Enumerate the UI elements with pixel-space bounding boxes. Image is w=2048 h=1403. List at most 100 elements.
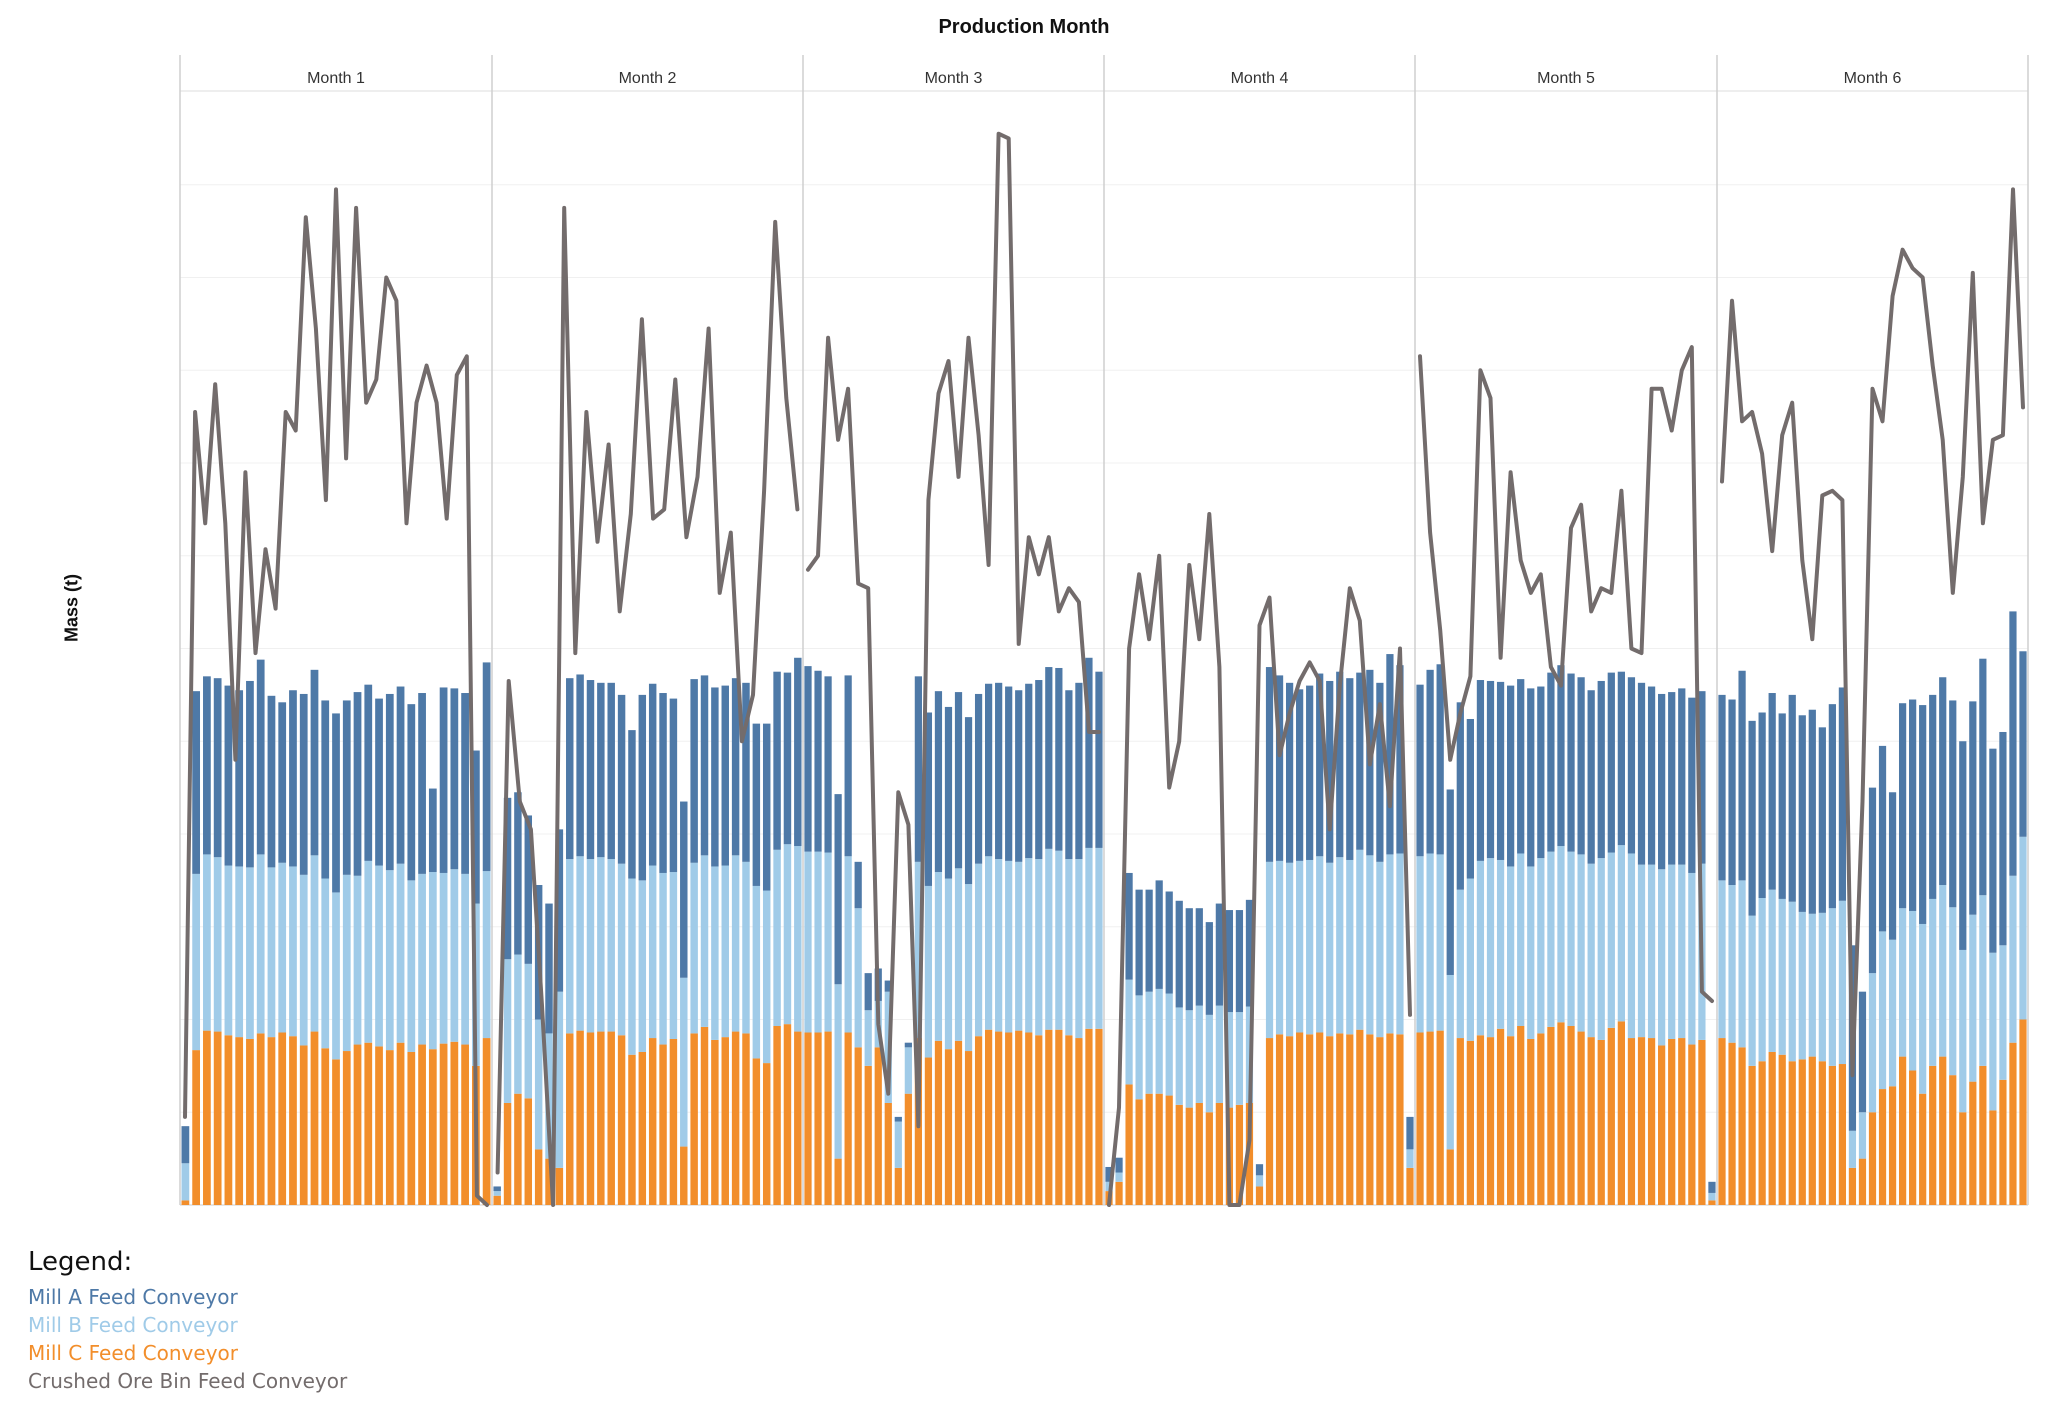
bar-segment [503, 1102, 512, 1205]
panel-label: Month 6 [1844, 70, 1902, 87]
bar-segment [1205, 922, 1213, 1015]
bar-segment [267, 1037, 276, 1205]
bar-segment [1476, 860, 1485, 1036]
bar-segment [1055, 1029, 1063, 1205]
bar-segment [289, 866, 297, 1037]
bar-segment [669, 1038, 678, 1205]
bar-segment [1275, 860, 1284, 1035]
bar-segment [1989, 1110, 1997, 1205]
bar-segment [2009, 611, 2017, 876]
bar-segment [1868, 973, 1877, 1113]
bar-segment [814, 851, 822, 1033]
bar-segment [1768, 693, 1776, 890]
bar-segment [1316, 1032, 1324, 1205]
bar-segment [1346, 1034, 1354, 1205]
bar-segment [203, 676, 211, 855]
bar-segment [235, 866, 244, 1038]
bar-segment [814, 1032, 822, 1205]
bar-segment [385, 693, 394, 871]
bar-segment [1055, 850, 1063, 1030]
bar-segment [1125, 979, 1133, 1085]
bar-segment [711, 1039, 719, 1205]
bar-segment [731, 1031, 740, 1205]
bar-segment [1698, 691, 1706, 864]
bar-segment [924, 712, 933, 886]
bar-segment [1416, 856, 1424, 1033]
bar-segment [1969, 1081, 1977, 1205]
bar-segment [342, 700, 351, 875]
bar-segment [1225, 1012, 1234, 1108]
bar-segment [321, 700, 330, 879]
bar-segment [1085, 847, 1093, 1029]
bar-segment [342, 874, 351, 1052]
bar-segment [954, 1040, 963, 1205]
bar-segment [1075, 859, 1083, 1039]
bar-segment [1005, 686, 1013, 861]
bar-segment [1275, 675, 1284, 861]
bar-segment [1265, 861, 1274, 1039]
bar-segment [1929, 694, 1937, 899]
bar-segment [1035, 1035, 1043, 1205]
bar-segment [1255, 1186, 1264, 1205]
bar-segment [1919, 1093, 1927, 1205]
bar-segment [1848, 1130, 1857, 1168]
bar-segment [1396, 1034, 1404, 1205]
bar-segment [461, 1044, 469, 1205]
bar-segment [1195, 1102, 1203, 1205]
bar-segment [1949, 907, 1957, 1076]
bar-segment [299, 693, 308, 875]
legend-item-mill-b: Mill B Feed Conveyor [28, 1313, 238, 1337]
bar-segment [1909, 699, 1917, 911]
bar-segment [353, 692, 362, 876]
bar-segment [1316, 673, 1324, 857]
bar-segment [503, 959, 512, 1103]
bar-segment [1406, 1116, 1414, 1150]
bar-segment [1456, 889, 1464, 1039]
bar-segment [680, 977, 688, 1147]
bar-segment [1446, 974, 1454, 1150]
bar-segment [1486, 1037, 1495, 1205]
bar-segment [224, 685, 233, 866]
bar-segment [364, 860, 373, 1043]
bar-segment [1045, 667, 1053, 849]
bar-segment [638, 1051, 647, 1205]
line-series-segment [1720, 187, 2025, 1078]
bar-segment [1547, 672, 1555, 852]
bar-segment [278, 1032, 287, 1205]
bar-segment [1627, 1038, 1636, 1205]
bar-segment [1476, 680, 1485, 861]
line-series-segment [806, 131, 1101, 1129]
bar-segment [1627, 677, 1636, 854]
bar-segment [854, 861, 862, 909]
bar-segment [1617, 671, 1625, 846]
bar-segment [1075, 682, 1083, 860]
bar-segment [659, 1044, 667, 1205]
bar-segment [375, 698, 383, 866]
bar-segment [1005, 1032, 1013, 1205]
bar-segment [342, 1051, 351, 1206]
bar-segment [1296, 860, 1304, 1033]
bar-segment [1607, 672, 1615, 853]
bar-segment [1939, 1056, 1947, 1205]
bar-segment [503, 797, 512, 960]
bar-segment [418, 693, 426, 874]
bar-segment [1758, 712, 1766, 898]
bar-segment [617, 863, 626, 1036]
bar-segment [1999, 1079, 2007, 1205]
bar-segment [874, 1047, 882, 1206]
bar-segment [690, 679, 698, 863]
bar-segment [1517, 679, 1525, 854]
bar-segment [1979, 1065, 1987, 1206]
bar-segment [814, 670, 822, 852]
bar-segment [299, 874, 308, 1046]
bar-segment [407, 1051, 416, 1205]
bar-segment [566, 859, 574, 1034]
bar-segment [884, 980, 892, 992]
bar-segment [1175, 1007, 1183, 1105]
bar-segment [1065, 1035, 1073, 1205]
bar-segment [904, 1093, 912, 1205]
bar-segment [192, 873, 201, 1051]
bar-segment [824, 852, 832, 1032]
bar-segment [1336, 671, 1344, 858]
bar-segment [482, 662, 491, 872]
